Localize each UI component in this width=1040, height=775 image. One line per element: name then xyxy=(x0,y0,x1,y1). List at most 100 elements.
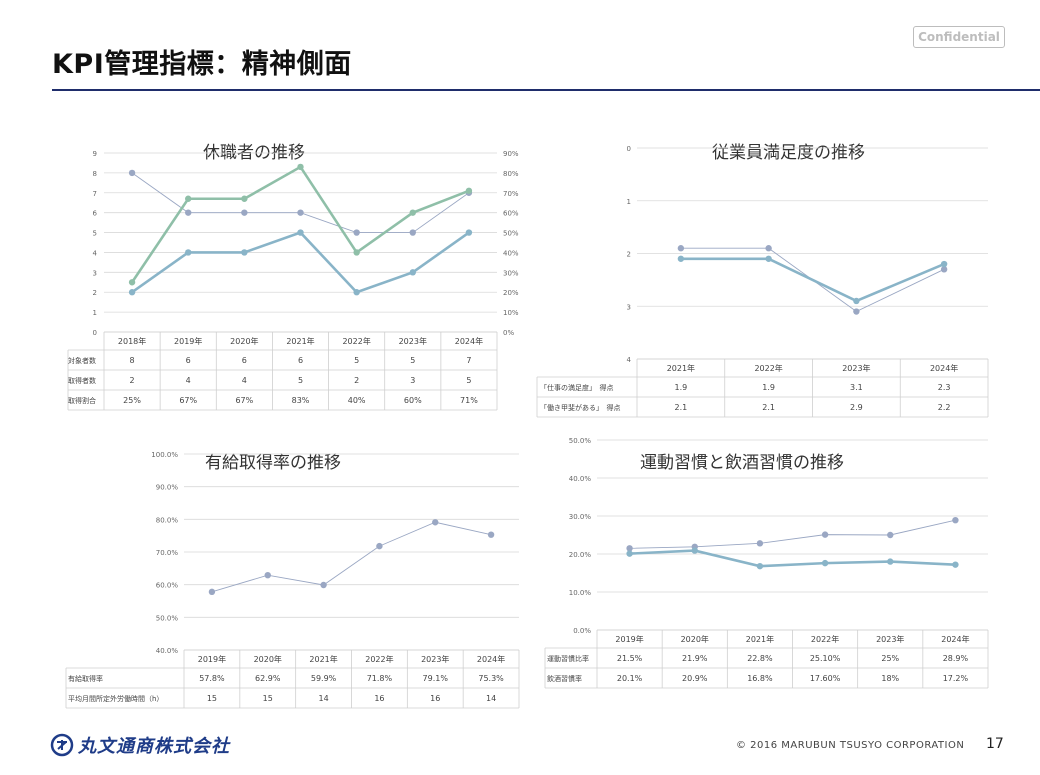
category-label: 2021年 xyxy=(746,634,774,644)
confidential-badge: Confidential xyxy=(913,26,1005,48)
category-label: 2020年 xyxy=(681,634,709,644)
data-point-0 xyxy=(208,588,216,596)
table-cell: 79.1% xyxy=(423,674,449,683)
table-cell: 67% xyxy=(235,396,253,405)
table-cell: 7 xyxy=(466,356,471,365)
data-point-1 xyxy=(821,559,829,567)
table-row-label: 取得者数 xyxy=(68,376,96,385)
table-cell: 14 xyxy=(486,694,496,703)
y-tick-label: 30.0% xyxy=(569,513,592,521)
data-point-1 xyxy=(626,550,633,557)
table-cell: 22.8% xyxy=(747,654,773,663)
series-line-1 xyxy=(680,257,945,303)
category-label: 2022年 xyxy=(342,336,370,346)
table-cell: 3 xyxy=(410,376,415,385)
data-point-0 xyxy=(952,516,959,524)
table-cell: 16 xyxy=(430,694,440,703)
table-cell: 2.2 xyxy=(938,403,951,412)
y2-tick-label: 40% xyxy=(503,249,519,257)
y-tick-label: 5 xyxy=(93,230,97,238)
data-point-2 xyxy=(409,209,416,216)
y-tick-label: 3 xyxy=(627,303,631,311)
series-line-0 xyxy=(629,519,956,549)
table-cell: 16.8% xyxy=(747,674,773,683)
data-point-0 xyxy=(853,308,860,315)
data-point-0 xyxy=(756,540,764,547)
y-tick-label: 40.0% xyxy=(569,475,592,483)
data-point-0 xyxy=(821,531,829,538)
table-cell: 6 xyxy=(298,356,303,365)
data-point-1 xyxy=(887,558,894,565)
table-cell: 21.5% xyxy=(617,654,643,663)
table-cell: 2 xyxy=(354,376,359,385)
table-cell: 4 xyxy=(242,376,247,385)
y-tick-label: 4 xyxy=(93,249,98,257)
y-tick-label: 0.0% xyxy=(573,627,591,635)
table-cell: 15 xyxy=(263,694,273,703)
data-point-0 xyxy=(264,571,271,579)
table-cell: 3.1 xyxy=(850,383,863,392)
y2-tick-label: 90% xyxy=(503,150,519,158)
table-cell: 62.9% xyxy=(255,674,281,683)
table-cell: 20.9% xyxy=(682,674,708,683)
category-label: 2019年 xyxy=(615,634,643,644)
copyright: © 2016 MARUBUN TSUSYO CORPORATION xyxy=(736,740,965,751)
table-cell: 59.9% xyxy=(311,674,337,683)
page-number: 17 xyxy=(986,736,1004,752)
data-point-2 xyxy=(297,163,304,171)
category-label: 2023年 xyxy=(876,634,904,644)
series-line-0 xyxy=(211,521,492,593)
y-tick-label: 8 xyxy=(93,170,97,178)
table-cell: 16 xyxy=(374,694,384,703)
series-line-1 xyxy=(629,549,956,568)
category-label: 2024年 xyxy=(455,336,483,346)
table-cell: 40% xyxy=(348,396,366,405)
table-cell: 25% xyxy=(881,654,899,663)
table-row-label: 有給取得率 xyxy=(68,674,103,683)
y-tick-label: 50.0% xyxy=(156,614,179,622)
table-cell: 5 xyxy=(298,376,303,385)
table-cell: 2.9 xyxy=(850,403,863,412)
table-cell: 2.1 xyxy=(762,403,775,412)
table-cell: 2.1 xyxy=(675,403,688,412)
y-tick-label: 0 xyxy=(627,145,631,153)
y-tick-label: 60.0% xyxy=(156,582,179,590)
table-row-label: 取得割合 xyxy=(68,396,96,405)
table-cell: 75.3% xyxy=(478,674,504,683)
table-cell: 71.8% xyxy=(367,674,393,683)
category-label: 2021年 xyxy=(286,336,314,346)
data-point-1 xyxy=(677,255,685,262)
data-point-0 xyxy=(626,545,633,552)
data-point-0 xyxy=(940,266,948,273)
data-point-1 xyxy=(297,229,304,236)
data-point-1 xyxy=(940,260,948,268)
y-tick-label: 6 xyxy=(93,210,98,218)
category-label: 2021年 xyxy=(309,654,337,664)
y2-tick-label: 80% xyxy=(503,170,519,178)
table-cell: 83% xyxy=(292,396,310,405)
y-tick-label: 40.0% xyxy=(156,647,179,655)
table-cell: 17.60% xyxy=(810,674,841,683)
data-point-2 xyxy=(128,279,136,286)
table-row-label: 「仕事の満足度」 得点 xyxy=(540,383,614,392)
table-row-label: 対象者数 xyxy=(68,356,96,365)
table-cell: 1.9 xyxy=(675,383,688,392)
y-tick-label: 0 xyxy=(93,329,97,337)
data-point-1 xyxy=(465,229,473,236)
data-point-0 xyxy=(765,245,772,252)
data-point-2 xyxy=(353,249,360,256)
table-row-label: 運動習慣比率 xyxy=(547,654,589,663)
chart-title-habits: 運動習慣と飲酒習慣の推移 xyxy=(640,453,844,473)
table-cell: 15 xyxy=(207,694,217,703)
y2-tick-label: 60% xyxy=(503,210,519,218)
data-point-0 xyxy=(409,229,416,236)
data-point-1 xyxy=(765,255,772,262)
data-point-1 xyxy=(853,297,860,305)
table-cell: 2 xyxy=(130,376,135,385)
data-point-1 xyxy=(353,289,360,296)
company-logo: 丸文通商株式会社 xyxy=(50,732,230,758)
table-cell: 6 xyxy=(186,356,191,365)
logo-mark-icon xyxy=(50,733,74,757)
